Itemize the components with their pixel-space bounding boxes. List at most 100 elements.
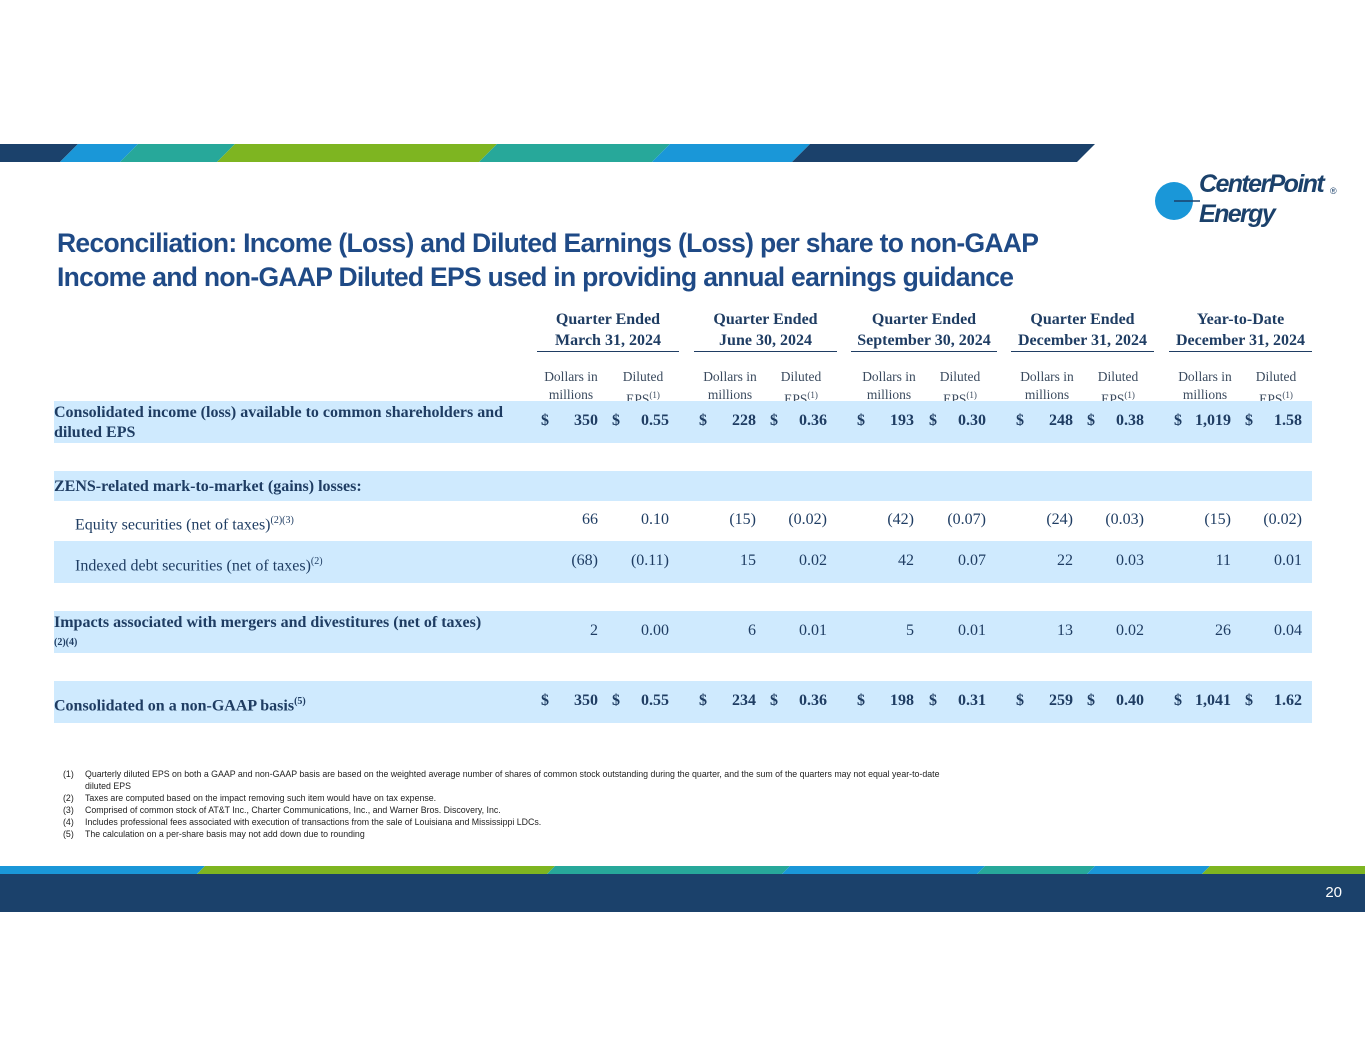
currency-symbol: $ [612, 412, 620, 429]
table-cell: 234 [732, 692, 756, 709]
footnote: (1) Quarterly diluted EPS on both a GAAP … [63, 769, 940, 791]
table-cell: 0.30 [958, 412, 986, 429]
footnote: (3) Comprised of common stock of AT&T Inc… [63, 805, 501, 815]
page-title: Reconciliation: Income (Loss) and Dilute… [57, 226, 1137, 294]
table-cell: 248 [1049, 412, 1073, 429]
table-cell: 0.38 [1116, 412, 1144, 429]
table-cell: 5 [906, 622, 914, 639]
table-cell: 26 [1215, 622, 1231, 639]
currency-symbol: $ [1087, 692, 1095, 709]
table-row-consolidated-non-gaap: Consolidated on a non-GAAP basis(5) 350 $… [54, 681, 1312, 723]
table-cell: 1,019 [1195, 412, 1231, 429]
currency-symbol: $ [929, 412, 937, 429]
period-label: Quarter Ended [713, 311, 818, 328]
period-label: Year-to-Date [1196, 311, 1285, 328]
period-header-q2: Quarter Ended June 30, 2024 [694, 309, 837, 352]
currency-symbol: $ [770, 692, 778, 709]
table-cell: 0.55 [641, 412, 669, 429]
table-cell: 0.04 [1274, 622, 1302, 639]
table-cell: 11 [1215, 552, 1231, 569]
table-cell: 0.01 [799, 622, 827, 639]
currency-symbol: $ [699, 692, 707, 709]
table-cell: 0.36 [799, 412, 827, 429]
table-cell: 13 [1057, 622, 1073, 639]
top-color-stripe [0, 144, 1095, 162]
currency-symbol: $ [541, 412, 549, 429]
currency-symbol: $ [929, 692, 937, 709]
page-number: 20 [1325, 884, 1342, 901]
currency-symbol: $ [699, 412, 707, 429]
period-header-q1: Quarter Ended March 31, 2024 [537, 309, 679, 352]
table-cell: 22 [1057, 552, 1073, 569]
table-row-equity-securities: Equity securities (net of taxes)(2)(3) 6… [54, 501, 1312, 541]
currency-symbol: $ [857, 412, 865, 429]
period-date: June 30, 2024 [719, 332, 812, 349]
logo-name-line1: CenterPoint [1199, 170, 1325, 198]
table-cell: 1.62 [1274, 692, 1302, 709]
row-label: ZENS-related mark-to-market (gains) loss… [54, 478, 362, 495]
currency-symbol: $ [612, 692, 620, 709]
table-cell: (15) [1204, 511, 1231, 528]
row-label: Consolidated on a non-GAAP basis(5) [54, 696, 306, 715]
currency-symbol: $ [857, 692, 865, 709]
table-cell: (0.11) [630, 552, 669, 569]
subheader-dollars-in-millions: Dollars in millions [703, 369, 757, 402]
table-cell: 0.07 [958, 552, 986, 569]
period-header-ytd: Year-to-Date December 31, 2024 [1169, 309, 1312, 352]
centerpoint-logo: CenterPoint ® Energy [1154, 170, 1344, 236]
table-cell: 0.40 [1116, 692, 1144, 709]
table-cell: 66 [582, 511, 598, 528]
currency-symbol: $ [770, 412, 778, 429]
table-cell: 198 [890, 692, 914, 709]
table-cell: 350 [574, 692, 598, 709]
period-date: December 31, 2024 [1018, 332, 1147, 349]
table-cell: 2 [590, 622, 598, 639]
table-cell: 259 [1049, 692, 1073, 709]
table-cell: 0.31 [958, 692, 986, 709]
table-cell: 0.01 [1274, 552, 1302, 569]
table-cell: 0.02 [799, 552, 827, 569]
footnote: (5) The calculation on a per-share basis … [63, 829, 365, 839]
title-line-2: Income and non-GAAP Diluted EPS used in … [57, 262, 1014, 292]
bottom-color-band [0, 866, 1365, 912]
table-cell: (0.02) [788, 511, 827, 528]
currency-symbol: $ [1245, 692, 1253, 709]
row-label: Consolidated income (loss) available to … [54, 404, 504, 441]
subheader-dollars-in-millions: Dollars in millions [862, 369, 916, 402]
footnotes: (1) Quarterly diluted EPS on both a GAAP … [63, 768, 963, 840]
table-cell: 15 [740, 552, 756, 569]
table-cell: (24) [1046, 511, 1073, 528]
table-row-mergers-impacts: Impacts associated with mergers and dive… [54, 611, 1312, 653]
footnote: (4) Includes professional fees associated… [63, 817, 542, 827]
period-label: Quarter Ended [1030, 311, 1135, 328]
footnote: (2) Taxes are computed based on the impac… [63, 793, 437, 803]
table-cell: 0.02 [1116, 622, 1144, 639]
table-cell: 1.58 [1274, 412, 1302, 429]
period-date: March 31, 2024 [555, 332, 661, 349]
subheader-dollars-in-millions: Dollars in millions [1178, 369, 1232, 402]
table-cell: 0.36 [799, 692, 827, 709]
period-date: September 30, 2024 [857, 332, 991, 349]
table-cell: (0.03) [1105, 511, 1144, 528]
currency-symbol: $ [1016, 692, 1024, 709]
table-cell: (42) [887, 511, 914, 528]
table-cell: (0.07) [947, 511, 986, 528]
table-cell: 6 [748, 622, 756, 639]
table-cell: 193 [890, 412, 914, 429]
table-row-zens-header: ZENS-related mark-to-market (gains) loss… [54, 471, 1312, 501]
row-label: Equity securities (net of taxes)(2)(3) [75, 515, 294, 534]
table-cell: (0.02) [1263, 511, 1302, 528]
table-cell: 0.55 [641, 692, 669, 709]
table-cell: 42 [898, 552, 914, 569]
period-header-q3: Quarter Ended September 30, 2024 [851, 309, 997, 352]
row-label: Indexed debt securities (net of taxes)(2… [75, 556, 323, 575]
table-cell: (15) [729, 511, 756, 528]
period-date: December 31, 2024 [1176, 332, 1305, 349]
currency-symbol: $ [541, 692, 549, 709]
table-cell: (68) [571, 552, 598, 569]
table-cell: 228 [732, 412, 756, 429]
currency-symbol: $ [1174, 692, 1182, 709]
currency-symbol: $ [1087, 412, 1095, 429]
logo-mark-icon [1155, 182, 1200, 220]
subheader-dollars-in-millions: Dollars in millions [544, 369, 598, 402]
